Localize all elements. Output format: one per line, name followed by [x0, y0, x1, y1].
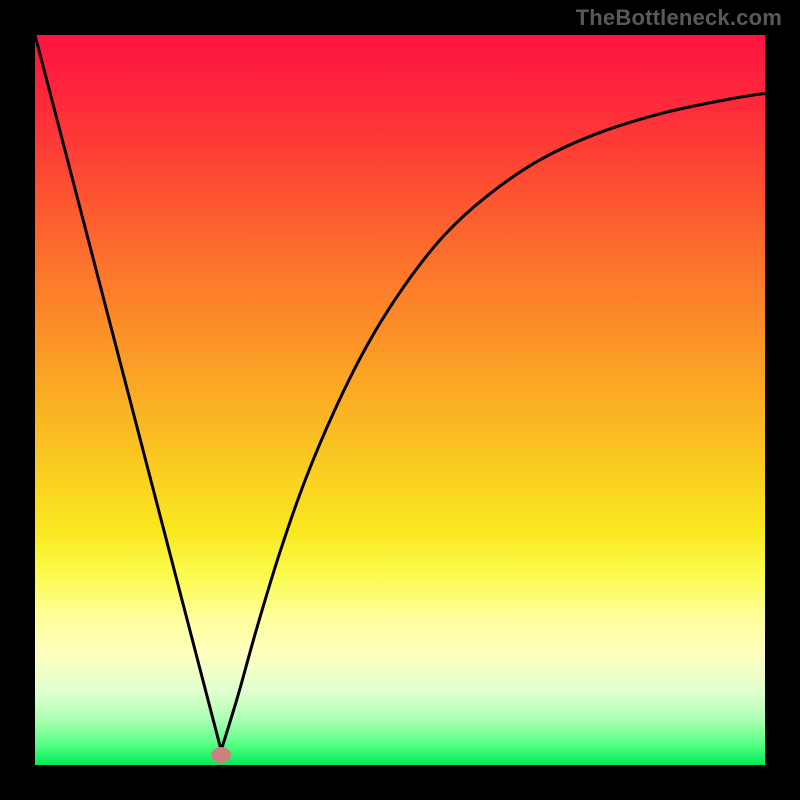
bottleneck-curve: [35, 35, 765, 765]
outer-frame: TheBottleneck.com: [0, 0, 800, 800]
minimum-marker: [211, 747, 231, 763]
chart-plot-area: [35, 35, 765, 765]
watermark-text: TheBottleneck.com: [576, 5, 782, 31]
